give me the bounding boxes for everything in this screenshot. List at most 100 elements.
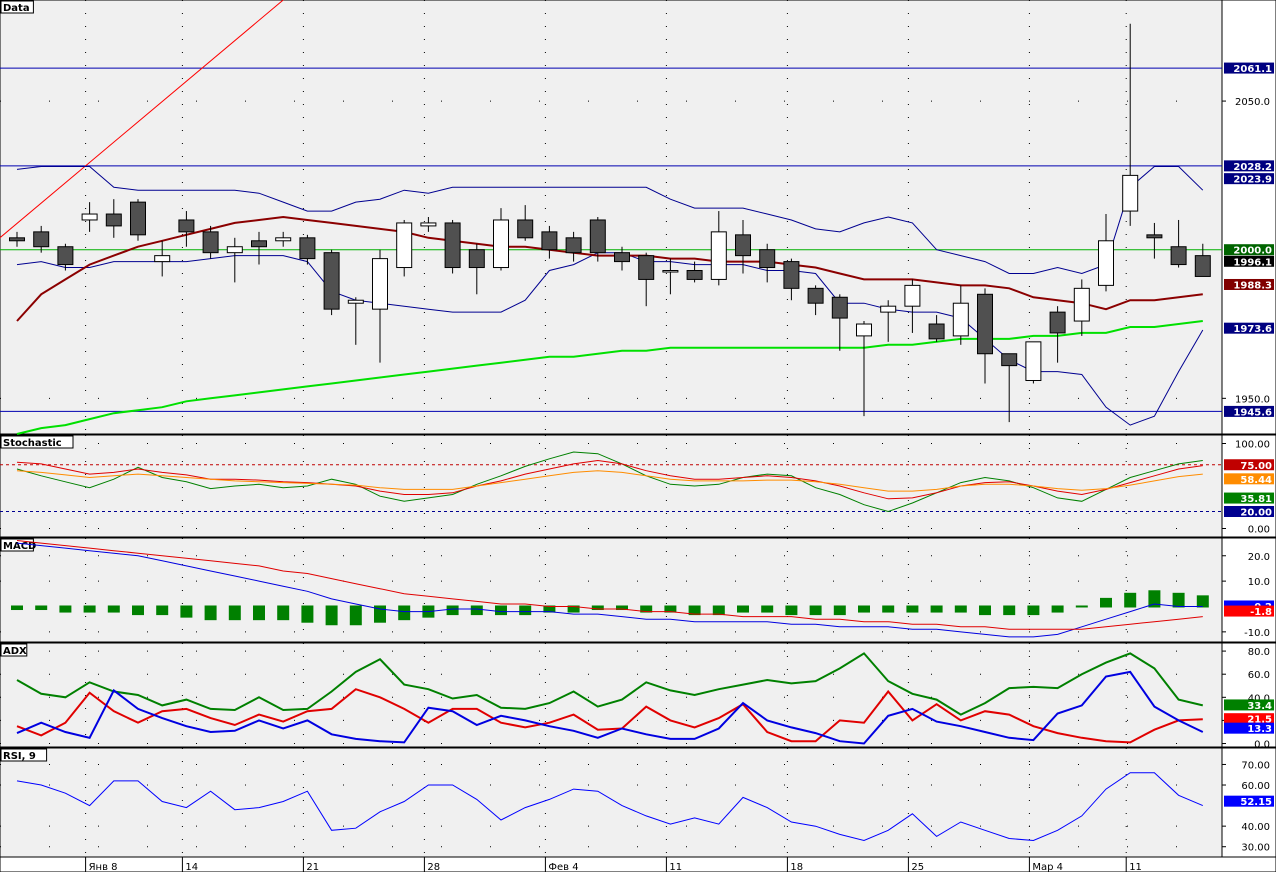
level-value-tag-box: [1224, 405, 1274, 417]
macd-histogram-bar: [954, 605, 967, 613]
price-value-tag: 2023.9: [1233, 175, 1272, 186]
stochastic-series-line: [16, 470, 1203, 492]
adx-axis-tick-label: 60.0: [1248, 670, 1270, 681]
rsi-axis-tick-label: 70.00: [1241, 760, 1270, 771]
candle-body: [831, 296, 848, 319]
candle-body: [1146, 234, 1163, 239]
stochastic-plot-area: [0, 434, 1223, 538]
macd-histogram-bar: [398, 605, 411, 621]
candle-body: [856, 323, 872, 337]
adx-series-line: [16, 652, 1204, 716]
macd-line: [16, 542, 1203, 638]
rsi-plot-area: [0, 747, 1223, 858]
adx-value-tag: 13.3: [1247, 724, 1272, 735]
macd-histogram-bar: [1148, 590, 1161, 608]
macd-histogram-bar: [253, 605, 265, 621]
macd-axis-tick-label: 20.0: [1248, 552, 1270, 563]
x-axis-label: 21: [306, 862, 319, 872]
adx-value-tag-box: [1224, 713, 1274, 725]
adx-series-line: [16, 670, 1204, 745]
macd-value-tag: -1.8: [1250, 607, 1272, 618]
macd-histogram-bar: [1100, 597, 1112, 608]
macd-histogram-bar: [156, 605, 169, 616]
adx-value-tag-box: [1224, 722, 1274, 734]
stochastic-axis-tick-label: 0.00: [1248, 525, 1270, 536]
macd-histogram-bar: [785, 605, 798, 616]
trendline: [0, 0, 284, 239]
level-value-tag-box: [1224, 244, 1274, 256]
stochastic-value-tag: 58.44: [1240, 475, 1272, 486]
price-title-box: [0, 0, 34, 14]
macd-histogram-bar: [616, 605, 628, 611]
macd-histogram-bar: [470, 605, 483, 616]
candle-body: [1025, 341, 1042, 381]
candle-body: [396, 222, 413, 269]
macd-title: MACD: [3, 541, 36, 552]
macd-signal-line: [16, 540, 1203, 630]
candle-body: [57, 246, 74, 266]
candle-body: [9, 237, 25, 242]
adx-axis-tick-label: 0.0: [1254, 740, 1270, 751]
macd-value-tag-box: [1224, 605, 1274, 617]
candle-body: [565, 237, 582, 254]
candle-body: [807, 287, 824, 304]
candle-body: [638, 255, 655, 280]
candle-body: [323, 252, 340, 310]
x-axis-label: 11: [1129, 862, 1142, 872]
candle-body: [251, 240, 267, 248]
level-value-tag: 2028.2: [1233, 162, 1272, 173]
price-value-tag-box: [1224, 322, 1274, 334]
candle-body: [81, 213, 98, 221]
adx-plot-area: [0, 642, 1223, 748]
macd-histogram-bar: [906, 605, 919, 613]
panel-stochastic: 0.00 100.00 Stochastic: [0, 434, 1276, 538]
price-axis-tick-label: 2050.0: [1235, 97, 1270, 108]
macd-histogram-bar: [59, 605, 72, 613]
rsi-value-tag-box: [1224, 795, 1274, 807]
stochastic-value-tag-box: [1224, 473, 1274, 485]
price-value-tag-box: [1224, 255, 1274, 267]
rsi-title-box: [0, 748, 48, 762]
macd-histogram-bar: [301, 605, 314, 623]
stochastic-series-line: [16, 451, 1203, 513]
x-axis-label: Мар 4: [1032, 862, 1063, 872]
candle-body: [33, 231, 50, 248]
stochastic-title: Stochastic: [3, 438, 62, 449]
candle-body: [226, 246, 243, 254]
macd-histogram-bar: [277, 605, 290, 621]
candle-body: [710, 231, 727, 280]
macd-histogram-bar: [107, 605, 120, 613]
rsi-axis-tick-label: 30.00: [1241, 843, 1270, 854]
candle-body: [130, 201, 146, 236]
stochastic-value-tag: 35.81: [1240, 494, 1272, 505]
macd-histogram-bar: [1075, 605, 1088, 608]
candle-body: [493, 219, 509, 269]
candle-body: [420, 222, 437, 227]
x-axis-label: 18: [790, 862, 803, 872]
candle-body: [275, 237, 292, 242]
macd-histogram-bar: [543, 605, 556, 613]
rsi-axis-tick-label: 60.00: [1241, 781, 1270, 792]
moving-average-red-line: [16, 215, 1203, 322]
level-value-tag: 2061.1: [1233, 64, 1272, 75]
macd-histogram-bar: [858, 605, 870, 613]
candle-body: [783, 261, 800, 289]
macd-plot-area: [0, 537, 1223, 643]
macd-histogram-bar: [495, 605, 507, 616]
stochastic-level-tag-box: [1224, 506, 1274, 517]
price-value-tag-box: [1224, 278, 1274, 290]
macd-histogram-bar: [11, 605, 23, 611]
price-plot-area: [0, 0, 1223, 435]
rsi-title: RSI, 9: [3, 751, 36, 762]
candle-body: [928, 323, 945, 340]
price-title: Data: [3, 3, 30, 14]
candle-body: [1001, 353, 1018, 367]
panel-macd: -10.0 10.0 20.0 MACD: [0, 537, 1276, 643]
moving-average-green-line: [16, 320, 1203, 435]
adx-title: ADX: [3, 646, 27, 657]
candle-body: [1073, 287, 1090, 322]
macd-histogram-bar: [809, 605, 822, 616]
rsi-line: [16, 772, 1203, 842]
